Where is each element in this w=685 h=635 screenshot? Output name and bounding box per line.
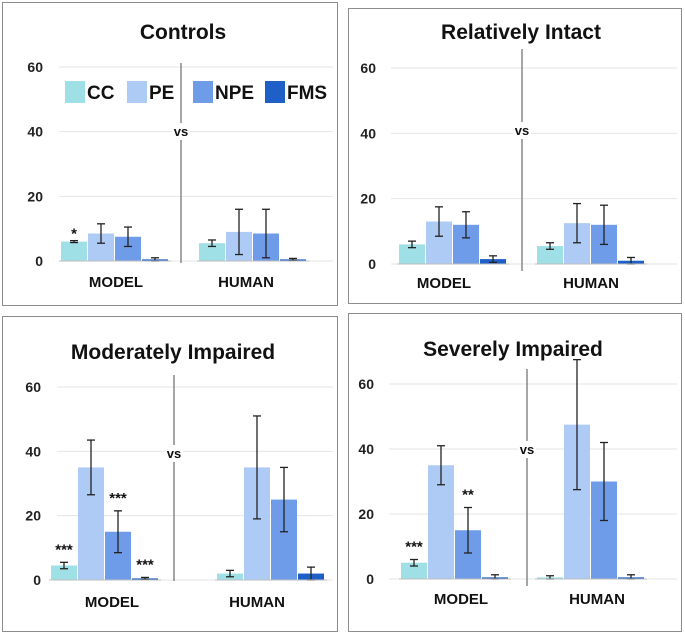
panel-relatively-intact: Relatively Intact 0 20 40 60 vs MODEL HUMAN <box>348 8 682 304</box>
error-bar-controls-model-npe <box>124 226 132 248</box>
legend-label-fms: FMS <box>287 83 327 104</box>
vs-label-moderately-impaired: vs <box>167 446 181 461</box>
significance-label-moderately-impaired-model-npe: *** <box>109 490 127 507</box>
error-bar-controls-human-npe <box>262 208 270 259</box>
error-bar-relatively-intact-model-npe <box>462 211 470 239</box>
category-label-relatively-intact-model: MODEL <box>417 275 471 292</box>
y-tick-label-controls-0: 0 <box>35 253 43 269</box>
chart-title-severely-impaired: Severely Impaired <box>423 338 603 361</box>
y-tick-label-moderately-impaired-60: 60 <box>25 379 41 395</box>
bar-relatively-intact-model-cc <box>399 244 425 264</box>
legend-swatch-cc <box>65 81 85 103</box>
significance-label-moderately-impaired-model-cc: *** <box>55 541 73 558</box>
panel-moderately-impaired: Moderately Impaired 0 20 40 60 vs *** *** *** MOD… <box>2 316 338 632</box>
error-bar-moderately-impaired-model-npe <box>114 510 122 554</box>
significance-label-moderately-impaired-model-fms: *** <box>136 556 154 573</box>
bar-relatively-intact-human-cc <box>537 246 563 264</box>
legend-swatch-fms <box>265 81 285 103</box>
category-label-relatively-intact-human: HUMAN <box>563 275 619 292</box>
y-tick-label-relatively-intact-0: 0 <box>368 256 376 272</box>
error-bar-controls-human-cc <box>208 239 216 248</box>
significance-label-severely-impaired-model-npe: ** <box>462 487 474 504</box>
y-tick-label-controls-20: 20 <box>27 188 43 204</box>
legend-swatch-npe <box>193 81 213 103</box>
category-label-controls-model: MODEL <box>89 274 143 291</box>
category-label-moderately-impaired-model: MODEL <box>85 594 139 611</box>
chart-title-controls: Controls <box>140 21 226 44</box>
error-bar-severely-impaired-model-pe <box>437 445 445 486</box>
y-tick-label-relatively-intact-60: 60 <box>360 60 376 76</box>
error-bar-severely-impaired-human-fms <box>627 574 635 580</box>
chart-title-moderately-impaired: Moderately Impaired <box>71 341 275 364</box>
legend-label-pe: PE <box>149 83 174 104</box>
y-tick-label-severely-impaired-60: 60 <box>358 376 374 392</box>
y-tick-label-severely-impaired-40: 40 <box>358 441 374 457</box>
error-bar-moderately-impaired-model-cc <box>60 561 68 570</box>
error-bar-moderately-impaired-human-npe <box>280 466 288 533</box>
vs-label-bg-relatively-intact <box>513 122 531 139</box>
bar-controls-model-cc <box>61 241 87 261</box>
category-label-moderately-impaired-human: HUMAN <box>229 594 285 611</box>
vs-label-relatively-intact: vs <box>515 123 529 138</box>
vs-label-bg-moderately-impaired <box>165 445 183 462</box>
y-tick-label-moderately-impaired-0: 0 <box>33 572 41 588</box>
error-bar-relatively-intact-human-pe <box>573 202 581 244</box>
legend-label-npe: NPE <box>215 83 254 104</box>
error-bar-moderately-impaired-model-fms <box>141 576 149 581</box>
error-bar-severely-impaired-model-cc <box>410 558 418 567</box>
legend-label-cc: CC <box>87 83 115 104</box>
bar-moderately-impaired-model-cc <box>51 565 77 580</box>
chart-moderately-impaired: Moderately Impaired 0 20 40 60 vs *** *** *** MOD… <box>25 341 333 611</box>
bar-controls-human-cc <box>199 243 225 261</box>
category-label-severely-impaired-human: HUMAN <box>569 591 625 608</box>
error-bar-relatively-intact-model-cc <box>408 240 416 249</box>
vs-label-bg-controls <box>172 123 190 140</box>
error-bar-moderately-impaired-human-pe <box>253 415 261 520</box>
error-bar-relatively-intact-model-pe <box>435 206 443 237</box>
significance-label-controls-model-cc: * <box>71 226 77 243</box>
y-tick-label-moderately-impaired-20: 20 <box>25 508 41 524</box>
category-label-controls-human: HUMAN <box>218 274 274 291</box>
y-tick-label-severely-impaired-0: 0 <box>366 571 374 587</box>
y-tick-label-moderately-impaired-40: 40 <box>25 443 41 459</box>
vs-label-controls: vs <box>174 124 188 139</box>
error-bar-controls-human-pe <box>235 208 243 256</box>
error-bar-controls-model-pe <box>97 223 105 244</box>
error-bar-relatively-intact-model-fms <box>489 255 497 264</box>
panel-severely-impaired: Severely Impaired 0 20 40 60 vs *** ** MODEL HUMA… <box>348 313 682 632</box>
error-bar-moderately-impaired-model-pe <box>87 439 95 496</box>
error-bar-controls-human-fms <box>289 257 297 262</box>
y-tick-label-severely-impaired-20: 20 <box>358 506 374 522</box>
significance-label-severely-impaired-model-cc: *** <box>405 539 423 556</box>
error-bar-severely-impaired-human-pe <box>573 358 581 491</box>
error-bar-severely-impaired-model-npe <box>464 506 472 554</box>
vs-label-severely-impaired: vs <box>520 442 534 457</box>
error-bar-moderately-impaired-human-cc <box>226 569 234 578</box>
error-bar-relatively-intact-human-npe <box>600 204 608 246</box>
vs-label-bg-severely-impaired <box>518 441 536 458</box>
error-bar-severely-impaired-model-fms <box>491 574 499 580</box>
error-bar-relatively-intact-human-cc <box>546 242 554 250</box>
error-bar-severely-impaired-human-npe <box>600 441 608 522</box>
bar-severely-impaired-model-cc <box>401 562 427 579</box>
chart-title-relatively-intact: Relatively Intact <box>441 21 601 44</box>
y-tick-label-controls-60: 60 <box>27 59 43 75</box>
y-tick-label-relatively-intact-20: 20 <box>360 191 376 207</box>
legend-swatch-pe <box>127 81 147 103</box>
y-tick-label-relatively-intact-40: 40 <box>360 125 376 141</box>
chart-controls: Controls 0 20 40 60 vs * MODEL HUMAN CC PE NPE FMS <box>27 21 333 291</box>
chart-relatively-intact: Relatively Intact 0 20 40 60 vs MODEL HUMAN <box>360 21 677 292</box>
category-label-severely-impaired-model: MODEL <box>434 591 488 608</box>
panel-controls: Controls 0 20 40 60 vs * MODEL HUMAN CC PE NPE FMS <box>2 2 338 306</box>
y-tick-label-controls-40: 40 <box>27 124 43 140</box>
error-bar-controls-model-cc <box>70 239 78 244</box>
